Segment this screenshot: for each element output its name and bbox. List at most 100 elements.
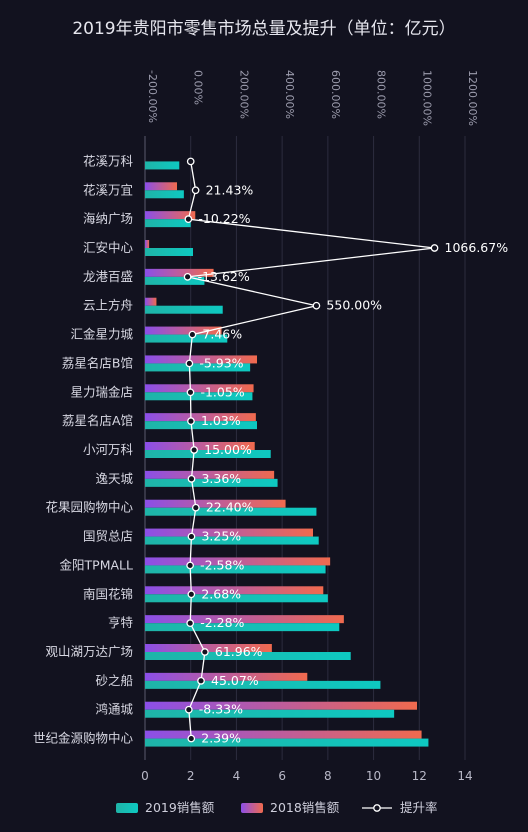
- rate-data-label: 3.25%: [201, 529, 241, 544]
- percent-tick-label: 800.00%: [375, 70, 388, 119]
- rate-point: [191, 503, 200, 512]
- chart-title: 2019年贵阳市零售市场总量及提升（单位：亿元）: [72, 19, 456, 39]
- bar-2019: [145, 450, 271, 458]
- category-label: 花溪万宜: [83, 182, 133, 197]
- category-label: 龙港百盛: [83, 269, 133, 284]
- category-label: 汇金星力城: [70, 327, 133, 342]
- category-label: 南国花锦: [83, 586, 133, 601]
- category-label: 逸天城: [95, 471, 133, 486]
- rate-point: [190, 446, 198, 454]
- category-label: 花溪万科: [83, 153, 134, 168]
- bar-2019: [145, 536, 319, 545]
- rate-data-label: 1.03%: [201, 413, 241, 428]
- category-label: 金阳TPMALL: [60, 557, 133, 572]
- rate-point: [183, 273, 192, 281]
- bar-2018: [145, 672, 308, 681]
- rate-data-label: 45.07%: [211, 673, 259, 688]
- x-tick-label: 4: [233, 769, 241, 783]
- bar-2019: [145, 363, 251, 372]
- legend-label-rate: 提升率: [400, 800, 438, 815]
- percent-tick-label: 1200.00%: [466, 70, 479, 126]
- category-label: 国贸总店: [83, 529, 133, 544]
- bar-2018: [145, 268, 214, 277]
- category-label: 云上方舟: [83, 298, 133, 313]
- category-label: 荔星名店B馆: [62, 355, 133, 370]
- rate-data-label: 22.40%: [206, 500, 254, 515]
- rate-data-label: -1.05%: [200, 384, 244, 399]
- bar-2018: [145, 470, 275, 479]
- rate-point: [186, 388, 195, 397]
- bar-2019: [145, 565, 326, 574]
- rate-point: [191, 186, 200, 195]
- rate-data-label: -10.22%: [198, 211, 250, 226]
- category-label: 世纪金源购物中心: [33, 731, 134, 746]
- category-label: 小河万科: [83, 442, 134, 457]
- rate-point: [187, 532, 196, 541]
- bar-2019: [145, 421, 257, 430]
- rate-data-label: 2.68%: [201, 586, 241, 601]
- rate-data-label: 1066.67%: [445, 240, 509, 255]
- bar-2018: [145, 240, 150, 248]
- rate-point: [430, 244, 439, 252]
- rate-line: [183, 157, 439, 743]
- percent-tick-label: 0.00%: [192, 70, 205, 105]
- bar-2018: [145, 355, 257, 364]
- legend-label-2018: 2018销售额: [270, 800, 340, 815]
- category-label: 观山湖万达广场: [45, 644, 133, 659]
- rate-point: [186, 157, 195, 166]
- category-label: 汇安中心: [83, 240, 134, 255]
- bar-2019: [145, 478, 278, 487]
- bar-2018: [145, 644, 272, 652]
- bars: [145, 161, 429, 747]
- rate-point: [184, 705, 193, 714]
- x-tick-label: 6: [278, 769, 286, 783]
- bar-2018: [145, 586, 324, 595]
- category-axis: 花溪万科花溪万宜海纳广场汇安中心龙港百盛云上方舟汇金星力城荔星名店B馆星力瑞金店…: [33, 153, 134, 745]
- percent-tick-label: 400.00%: [283, 70, 296, 119]
- bar-2018: [145, 615, 344, 624]
- rate-data-label: 15.00%: [204, 442, 252, 457]
- bar-2018: [145, 326, 222, 335]
- rate-data-label: 3.36%: [201, 471, 241, 486]
- rate-point: [186, 561, 194, 570]
- rate-point: [186, 619, 195, 627]
- bar-2018: [145, 499, 286, 508]
- bar-2019: [145, 305, 223, 314]
- value-axis: 0 2 4 6 8 10 12 14: [141, 769, 472, 783]
- bar-2018: [145, 557, 331, 566]
- x-tick-label: 14: [457, 769, 472, 783]
- bar-2019: [145, 680, 381, 689]
- rate-point: [201, 648, 209, 656]
- legend-swatch-2018: [241, 803, 263, 813]
- rate-labels: 21.43% -10.22% 1066.67% -13.62% 550.00% 7.46%…: [198, 182, 509, 745]
- rate-data-label: 2.39%: [201, 731, 241, 746]
- bar-2018: [145, 442, 255, 450]
- rate-data-label: -13.62%: [198, 269, 250, 284]
- rate-point: [184, 215, 193, 223]
- bar-2019: [145, 594, 328, 603]
- category-label: 砂之船: [95, 673, 133, 688]
- bar-2019: [145, 652, 351, 660]
- category-label: 星力瑞金店: [70, 384, 133, 399]
- category-label: 花果园购物中心: [45, 500, 133, 515]
- x-tick-label: 10: [366, 769, 381, 783]
- category-label: 海纳广场: [83, 211, 133, 226]
- percent-tick-label: 600.00%: [329, 70, 342, 119]
- rate-point: [187, 734, 196, 743]
- x-tick-label: 12: [412, 769, 427, 783]
- category-label: 鸿通城: [95, 702, 133, 717]
- percent-tick-label: -200.00%: [146, 70, 159, 123]
- bar-2019: [145, 276, 205, 285]
- bar-2018: [145, 182, 177, 191]
- bar-2019: [145, 334, 228, 343]
- rate-point: [187, 475, 196, 483]
- legend: 2019销售额 2018销售额 提升率: [116, 800, 438, 815]
- rate-data-label: 7.46%: [202, 327, 242, 342]
- bar-2018: [145, 701, 417, 710]
- rate-data-label: 21.43%: [206, 182, 254, 197]
- rate-point: [187, 590, 196, 599]
- rate-data-label: 550.00%: [326, 298, 382, 313]
- bar-2018: [145, 730, 422, 739]
